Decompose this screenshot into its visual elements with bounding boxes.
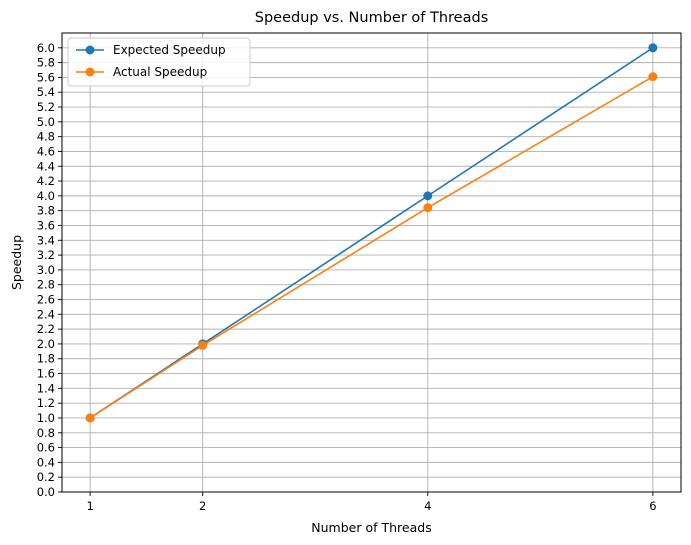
x-tick-label: 4 [424, 499, 431, 513]
actual-speedup-point [423, 203, 433, 213]
y-tick-label: 1.0 [37, 411, 55, 425]
y-tick-label: 2.2 [37, 322, 55, 336]
legend-expected-speedup-label: Expected Speedup [113, 43, 226, 57]
y-tick-label: 0.6 [37, 441, 55, 455]
expected-speedup-point [648, 43, 658, 53]
y-tick-label: 4.6 [37, 144, 55, 158]
grid-lines [62, 33, 681, 493]
y-tick-label: 5.6 [37, 70, 55, 84]
y-tick-label: 0.2 [37, 470, 55, 484]
y-tick-label: 0.0 [37, 485, 55, 499]
y-axis-title: Speedup [9, 235, 24, 290]
expected-speedup-point [423, 191, 433, 201]
legend-expected-speedup-marker [85, 45, 95, 55]
y-tick-label: 2.0 [37, 337, 55, 351]
actual-speedup-line [89, 75, 654, 419]
y-tick-label: 3.8 [37, 204, 55, 218]
y-tick-label: 4.8 [37, 130, 55, 144]
x-tick-label: 2 [199, 499, 206, 513]
y-tick-label: 1.8 [37, 352, 55, 366]
y-tick-label: 1.6 [37, 367, 55, 381]
legend: Expected Speedup Actual Speedup [67, 37, 251, 87]
y-tick-label: 5.2 [37, 100, 55, 114]
y-tick-label: 3.4 [37, 233, 55, 247]
y-tick-label: 0.4 [37, 455, 55, 469]
y-tick-label: 3.6 [37, 218, 55, 232]
y-tick-label: 2.6 [37, 293, 55, 307]
y-tick-label: 5.8 [37, 56, 55, 70]
actual-speedup-point [85, 413, 95, 423]
legend-box [67, 37, 251, 87]
y-tick-label: 1.2 [37, 396, 55, 410]
y-tick-label: 0.8 [37, 426, 55, 440]
y-tick-label: 3.2 [37, 248, 55, 262]
plot-frame [61, 32, 682, 493]
y-tick-label: 4.2 [37, 174, 55, 188]
x-tick-label: 1 [86, 499, 93, 513]
y-tick-label: 4.4 [37, 159, 55, 173]
y-tick-label: 2.8 [37, 278, 55, 292]
x-axis-title: Number of Threads [311, 520, 431, 535]
chart-title: Speedup vs. Number of Threads [255, 10, 489, 26]
y-tick-label: 3.0 [37, 263, 55, 277]
actual-speedup-point [648, 72, 658, 82]
legend-actual-speedup-marker [85, 67, 95, 77]
y-tick-label: 5.0 [37, 115, 55, 129]
x-tick-label: 6 [649, 499, 656, 513]
y-tick-label: 2.4 [37, 307, 55, 321]
legend-actual-speedup-label: Actual Speedup [113, 65, 207, 79]
axes: 0.00.20.40.60.81.01.21.41.61.82.02.22.42… [37, 41, 657, 513]
y-tick-label: 1.4 [37, 381, 55, 395]
series-group [85, 43, 658, 423]
y-tick-label: 5.4 [37, 85, 55, 99]
y-tick-label: 4.0 [37, 189, 55, 203]
y-tick-label: 6.0 [37, 41, 55, 55]
actual-speedup-point [198, 340, 208, 350]
